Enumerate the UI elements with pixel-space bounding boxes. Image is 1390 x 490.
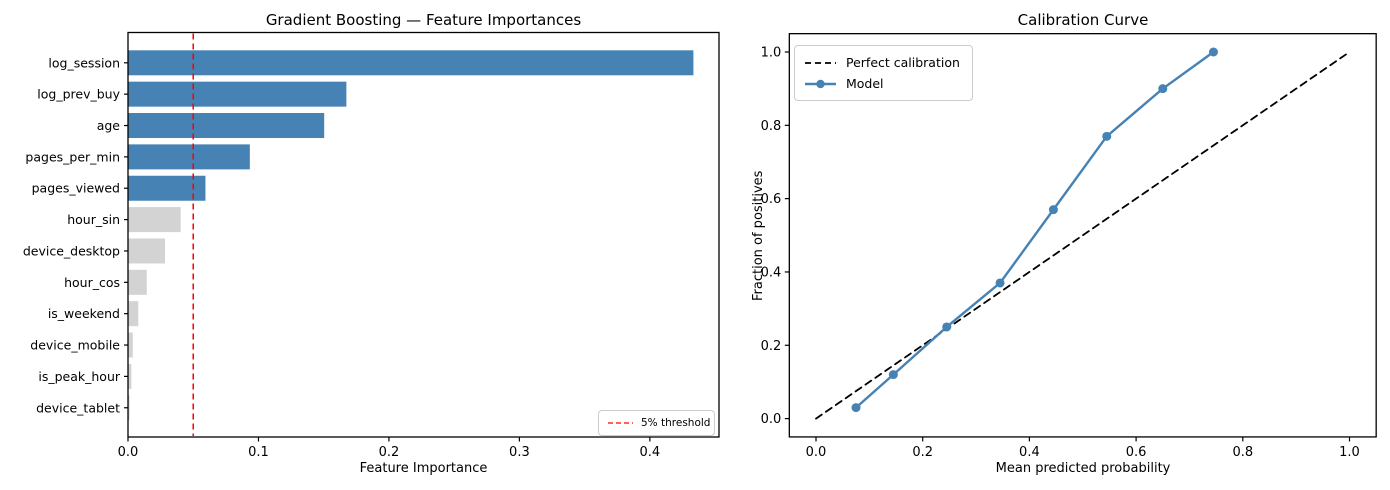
calibration-title: Calibration Curve	[1017, 11, 1149, 29]
bar-device_tablet	[128, 395, 130, 421]
series-marker	[995, 278, 1005, 288]
bar-hour_cos	[128, 269, 147, 295]
y-tick-label: is_weekend	[48, 306, 120, 321]
y-tick-label: age	[97, 118, 121, 133]
x-tick-label: 0.6	[1126, 445, 1147, 460]
bar-device_desktop	[128, 238, 166, 264]
x-tick-label: 1.0	[1339, 445, 1360, 460]
series-marker	[942, 322, 952, 332]
y-tick-label: 0.6	[761, 192, 782, 207]
bar-age	[128, 113, 325, 139]
y-tick-label: 0.8	[761, 119, 782, 134]
y-tick-label: hour_cos	[64, 275, 120, 290]
y-tick-label: 0.2	[761, 339, 782, 354]
x-tick-label: 0.3	[509, 445, 530, 460]
x-tick-label: 0.1	[248, 445, 269, 460]
legend-label-perfect-calibration: Perfect calibration	[846, 55, 960, 70]
y-tick-label: 0.4	[761, 265, 782, 280]
feature-importance-title: Gradient Boosting — Feature Importances	[265, 11, 582, 29]
y-tick-label: pages_per_min	[25, 149, 120, 164]
calibration-xlabel: Mean predicted probability	[995, 461, 1171, 476]
x-tick-label: 0.2	[912, 445, 933, 460]
red-dashed-line-sample	[608, 422, 633, 424]
y-tick-label: 0.0	[761, 412, 782, 427]
axes-frame	[127, 31, 720, 438]
legend-entry-perfect-calibration: Perfect calibration	[804, 55, 963, 70]
y-tick-label: device_desktop	[23, 243, 120, 258]
series-marker	[1102, 131, 1112, 141]
series-marker	[1158, 84, 1168, 94]
x-tick-label: 0.4	[640, 445, 661, 460]
y-tick-label: pages_viewed	[32, 181, 120, 196]
y-tick-label: hour_sin	[67, 212, 120, 227]
x-tick-label: 0.4	[1019, 445, 1040, 460]
axes-frame	[788, 33, 1377, 438]
series-line-model	[854, 50, 1215, 409]
series-marker	[851, 403, 861, 413]
bar-log_prev_buy	[128, 81, 347, 107]
bar-log_session	[128, 50, 694, 76]
bar-is_weekend	[128, 301, 139, 327]
x-tick-label: 0.8	[1232, 445, 1253, 460]
x-tick-label: 0.0	[806, 445, 827, 460]
y-tick-label: log_prev_buy	[37, 87, 120, 102]
series-marker	[1208, 47, 1218, 57]
bar-is_peak_hour	[128, 363, 132, 389]
legend-entry-model: Model	[804, 76, 963, 91]
y-tick-label: 1.0	[761, 46, 782, 61]
calibration-ylabel: Fraction of positives	[751, 170, 766, 302]
y-tick-label: log_session	[48, 55, 120, 70]
series-line-perfect-calibration	[815, 51, 1351, 420]
bar-pages_per_min	[128, 144, 250, 170]
y-tick-label: device_mobile	[30, 338, 120, 353]
series-marker	[1048, 205, 1058, 215]
y-tick-label: is_peak_hour	[38, 369, 121, 384]
y-tick-label: device_tablet	[36, 400, 120, 415]
bar-hour_sin	[128, 207, 181, 233]
model-line-sample	[805, 79, 836, 88]
series-marker	[888, 370, 898, 380]
calibration-legend: Perfect calibration Model	[794, 45, 973, 101]
black-dashed-line-sample	[805, 61, 836, 64]
legend-label-model: Model	[846, 76, 884, 91]
threshold-legend-label: 5% threshold	[641, 417, 711, 429]
x-tick-label: 0.2	[379, 445, 400, 460]
bar-device_mobile	[128, 332, 133, 358]
threshold-legend: 5% threshold	[598, 410, 715, 436]
feature-importance-xlabel: Feature Importance	[359, 461, 488, 476]
x-tick-label: 0.0	[118, 445, 139, 460]
